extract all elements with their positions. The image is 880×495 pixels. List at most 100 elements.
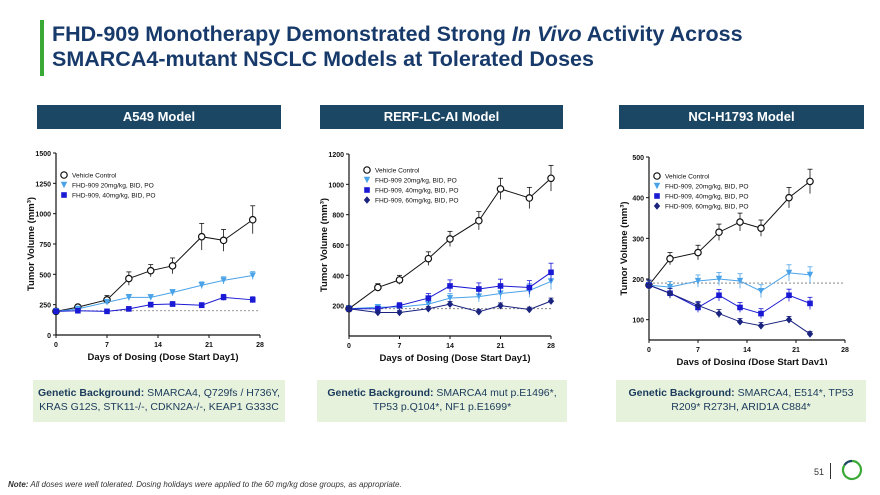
footnote-label: Note: (8, 480, 29, 489)
data-point (147, 301, 154, 308)
legend-marker (653, 172, 661, 180)
data-point (716, 292, 722, 299)
company-logo-icon (841, 459, 863, 481)
x-tick-label: 14 (446, 343, 454, 350)
genetic-background-nci: Genetic Background: SMARCA4, E514*, TP53… (616, 380, 866, 422)
data-point (103, 299, 111, 306)
y-tick-label: 400 (632, 196, 644, 203)
data-point (694, 301, 702, 310)
legend-label: FHD-909 20mg/kg, BID, PO (375, 178, 457, 185)
x-tick-label: 28 (841, 347, 849, 354)
panel-header-rerf: RERF-LC-AI Model (320, 105, 563, 129)
y-tick-label: 100 (632, 318, 644, 325)
x-axis-label: Days of Dosing (Dose Start Day1) (88, 352, 239, 363)
genetic-label: Genetic Background: (628, 387, 735, 399)
x-tick-label: 0 (647, 347, 651, 354)
genetic-label: Genetic Background: (327, 387, 434, 399)
data-point (126, 306, 132, 312)
x-tick-label: 28 (547, 343, 555, 350)
data-point (736, 317, 744, 326)
data-point (645, 281, 653, 289)
x-tick-label: 21 (792, 347, 800, 354)
legend-marker (60, 181, 68, 189)
data-point (526, 284, 533, 291)
data-point (169, 289, 176, 296)
chart-a549: 0 250 500 750 1000 1250 1500 0 7 14 21 28 Days of Do… (26, 151, 264, 363)
series-3 (645, 279, 814, 338)
data-point (168, 262, 177, 270)
page-title: FHD-909 Monotherapy Demonstrated Strong … (52, 22, 852, 72)
data-point (374, 283, 382, 292)
data-point (547, 297, 555, 305)
data-point (396, 308, 403, 317)
data-point (249, 272, 256, 279)
data-point (248, 215, 257, 224)
legend-marker (363, 176, 371, 184)
x-tick-label: 0 (347, 343, 351, 350)
genetic-text: SMARCA4, E514*, TP53 R209* R273H, ARID1A… (671, 387, 854, 413)
footnote-text: All doses were well tolerated. Dosing ho… (28, 480, 402, 489)
data-point (497, 301, 504, 310)
x-tick-label: 14 (743, 347, 751, 354)
legend-marker (653, 202, 661, 210)
y-tick-label: 1500 (35, 151, 51, 158)
y-tick-label: 750 (39, 242, 51, 249)
data-point (785, 193, 793, 202)
legend-marker (60, 171, 68, 179)
data-point (425, 295, 432, 301)
chart-rerf: 200 400 600 800 1000 1200 0 7 14 21 28 Days of Dosi… (319, 152, 555, 364)
data-point (220, 294, 227, 301)
data-point (146, 266, 155, 275)
legend-marker (363, 196, 371, 204)
page-number: 51 (814, 467, 825, 477)
data-point (757, 321, 765, 330)
y-tick-label: 200 (332, 304, 344, 311)
legend-label: FHD-909, 60mg/kg, BID, PO (665, 204, 749, 211)
data-point (169, 301, 176, 307)
y-tick-label: 1000 (35, 212, 51, 219)
data-point (475, 216, 483, 225)
data-point (666, 283, 674, 291)
legend: Vehicle Control FHD-909 20mg/kg, BID, PO F… (60, 171, 156, 200)
series-2 (53, 293, 256, 315)
legend-label: FHD-909, 60mg/kg, BID, PO (375, 198, 459, 205)
legend-label: FHD-909, 40mg/kg, BID, PO (72, 193, 156, 200)
data-point (496, 185, 505, 193)
x-axis-label: Days of Dosing (Dose Start Day1) (677, 357, 828, 365)
panel-header-a549: A549 Model (37, 105, 281, 129)
data-point (198, 282, 205, 289)
data-point (547, 278, 555, 285)
data-point (220, 277, 227, 284)
chart-nci: 100 200 300 400 500 0 7 14 21 28 Days of Dosing (D… (619, 155, 849, 365)
y-axis-label: Tumor Volume (mm³) (619, 201, 630, 295)
series-line (648, 284, 811, 335)
series-1 (645, 264, 814, 298)
legend-marker (654, 193, 660, 199)
legend-marker (363, 166, 371, 174)
data-point (715, 309, 723, 318)
y-tick-label: 500 (39, 272, 51, 279)
y-axis-label: Tumor Volume (mm³) (319, 198, 330, 292)
data-point (694, 277, 702, 285)
title-part2: Activity Across (581, 22, 743, 46)
data-point (785, 315, 793, 324)
genetic-background-rerf: Genetic Background: SMARCA4 mut p.E1496*… (317, 380, 567, 422)
data-point (737, 304, 743, 311)
x-tick-label: 0 (54, 342, 58, 349)
title-part1: FHD-909 Monotherapy Demonstrated Strong (52, 22, 512, 46)
legend-label: FHD-909, 20mg/kg, BID, PO (665, 184, 749, 191)
legend-label: FHD-909, 40mg/kg, BID, PO (375, 188, 459, 195)
data-point (53, 308, 59, 315)
data-point (125, 294, 133, 301)
x-tick-label: 7 (696, 347, 700, 354)
x-tick-label: 21 (205, 342, 213, 349)
data-point (715, 228, 723, 237)
legend-label: Vehicle Control (665, 174, 710, 181)
legend: Vehicle Control FHD-909, 20mg/kg, BID, PO… (653, 172, 749, 211)
data-point (525, 194, 534, 202)
x-axis-label: Days of Dosing (Dose Start Day1) (380, 353, 531, 364)
legend-marker (653, 182, 661, 190)
data-point (806, 177, 814, 186)
legend-label: FHD-909, 40mg/kg, BID, PO (665, 194, 749, 201)
data-point (395, 276, 404, 284)
